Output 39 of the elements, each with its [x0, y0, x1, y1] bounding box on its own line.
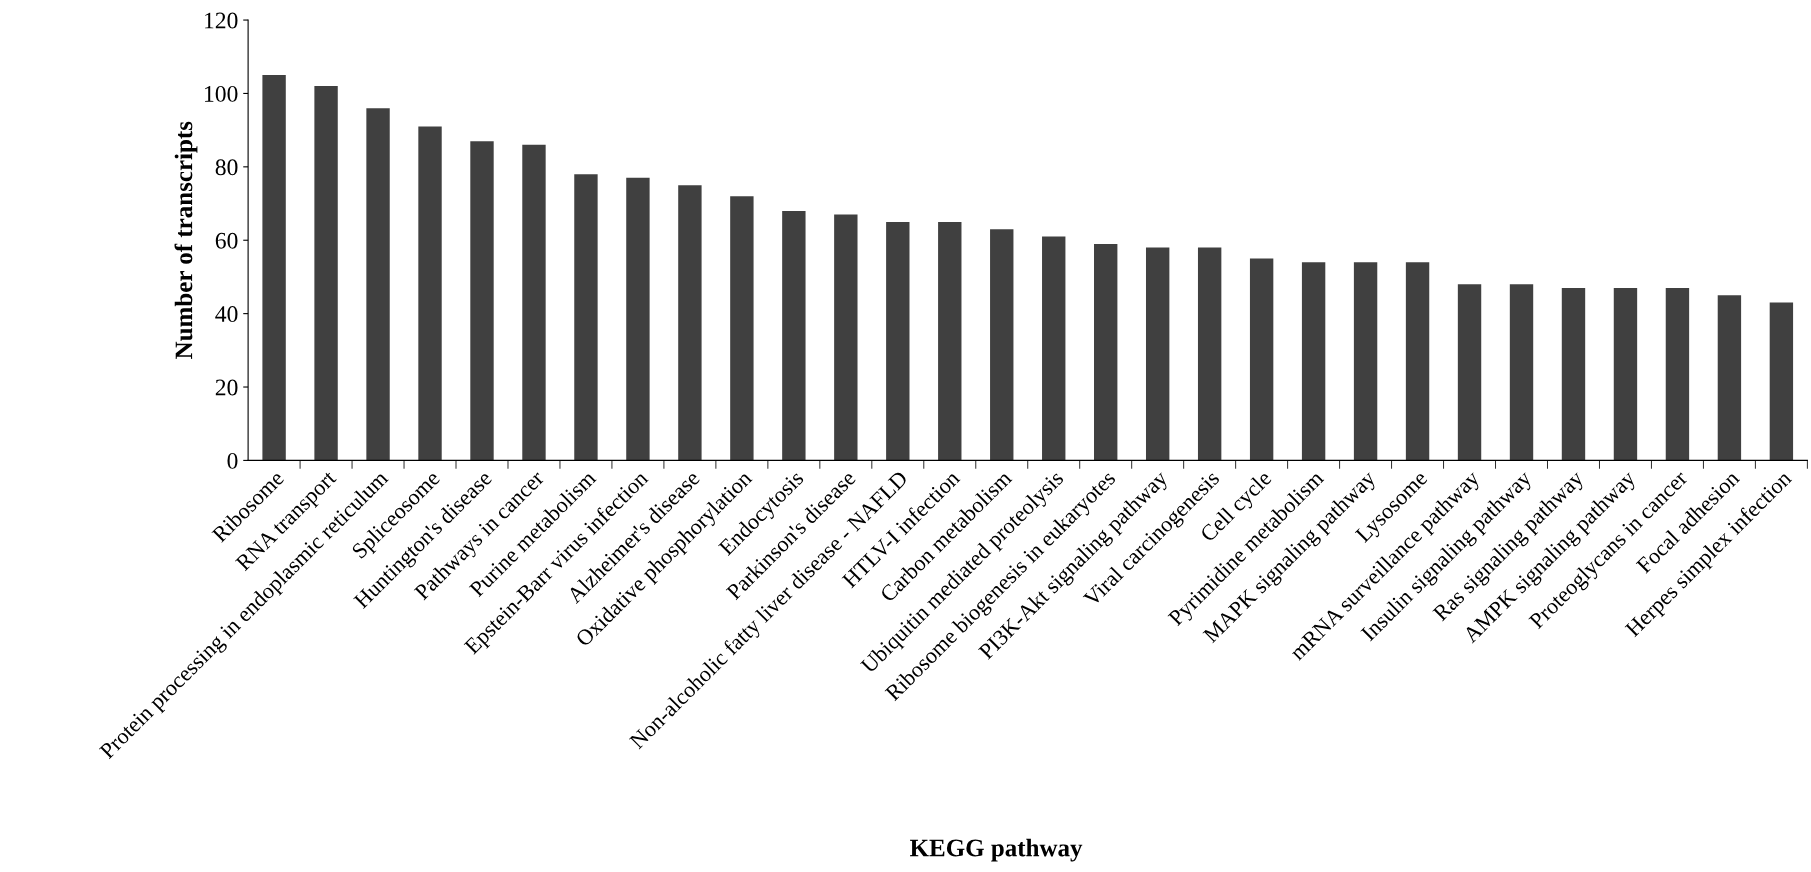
- bar: [1353, 262, 1378, 461]
- y-tick-label: 100: [205, 85, 238, 102]
- y-tick-label: 40: [215, 306, 238, 323]
- bar: [366, 108, 390, 461]
- bar: [990, 229, 1014, 461]
- bar: [522, 144, 546, 461]
- y-tick-label: 80: [215, 159, 238, 176]
- bar: [1301, 262, 1326, 461]
- bar: [262, 75, 286, 461]
- bar: [678, 185, 702, 461]
- bar: [730, 196, 754, 461]
- bar: [1094, 243, 1118, 461]
- bar: [1197, 247, 1222, 461]
- bar: [834, 214, 858, 461]
- bar: [782, 210, 806, 461]
- bar: [470, 141, 494, 461]
- y-tick-label: 120: [205, 12, 238, 29]
- bar: [1145, 247, 1170, 461]
- bar: [574, 174, 598, 461]
- bar: [938, 221, 962, 461]
- x-axis-title: KEGG pathway: [910, 838, 1083, 862]
- bar: [418, 126, 442, 461]
- bar: [1665, 287, 1690, 461]
- y-tick-label: 0: [227, 452, 238, 469]
- bar: [1717, 295, 1742, 461]
- bar: [1509, 284, 1534, 461]
- bar: [1613, 287, 1638, 461]
- y-tick-label: 20: [215, 379, 238, 396]
- bar: [1457, 284, 1482, 461]
- bar: [314, 86, 338, 461]
- bar: [1405, 262, 1430, 461]
- bar: [1561, 287, 1586, 461]
- bar: [886, 221, 910, 461]
- y-axis-title: Number of transcripts: [174, 121, 198, 359]
- bar: [626, 177, 650, 461]
- bar: [1042, 236, 1066, 461]
- bar: [1769, 302, 1794, 461]
- bar: [1249, 258, 1274, 461]
- y-tick-label: 60: [215, 232, 238, 249]
